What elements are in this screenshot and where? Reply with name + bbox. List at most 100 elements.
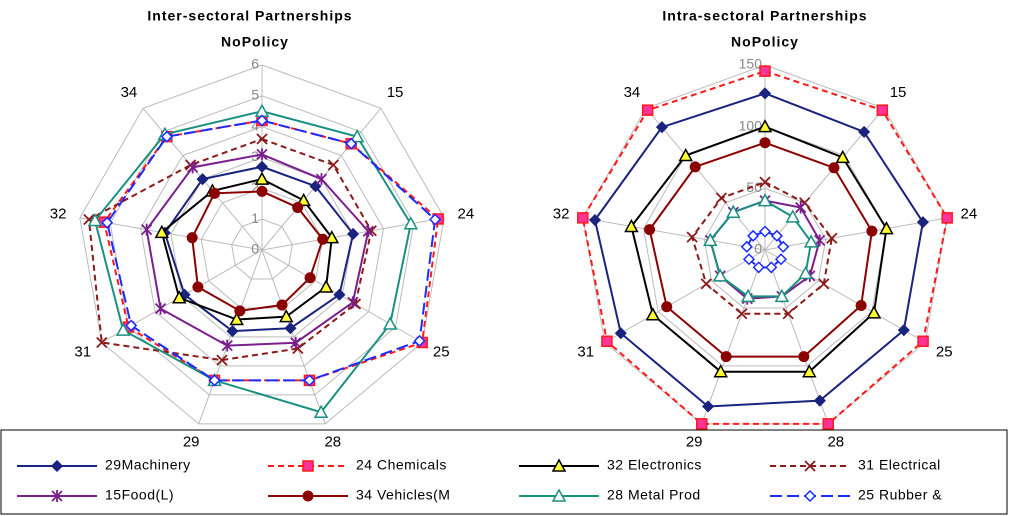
marker [770, 229, 783, 242]
marker [349, 129, 365, 143]
y-tick-label: 50 [746, 179, 762, 195]
marker [826, 232, 838, 244]
y-tick-label: 0 [251, 241, 259, 257]
legend-box [0, 429, 1008, 515]
marker [601, 335, 613, 348]
marker [588, 213, 602, 227]
legend-marker [51, 490, 63, 502]
marker [835, 149, 850, 164]
marker [757, 119, 773, 133]
marker [813, 394, 826, 407]
marker [101, 216, 114, 229]
y-tick-label: 150 [739, 56, 763, 72]
marker [897, 324, 910, 337]
marker [256, 133, 268, 145]
series-line [745, 230, 785, 269]
marker [333, 288, 346, 301]
marker [747, 229, 760, 242]
marker [703, 232, 718, 247]
spoke [764, 249, 829, 425]
y-tick-label: 4 [251, 117, 259, 133]
category-label: 28 [324, 434, 341, 451]
marker [115, 322, 131, 336]
marker [327, 159, 339, 171]
marker [866, 305, 882, 319]
marker [317, 233, 329, 245]
marker [774, 253, 788, 266]
marker [347, 296, 359, 309]
legend-label: 15Food(L) [105, 487, 174, 503]
series-line [160, 178, 333, 321]
marker [290, 336, 302, 349]
marker [192, 281, 204, 293]
series-line [648, 141, 873, 358]
legend-marker [803, 489, 817, 503]
category-label: 25 [936, 343, 953, 360]
marker [256, 148, 268, 161]
grid-ring [170, 156, 354, 338]
y-tick-label: 6 [251, 56, 259, 72]
category-label: 34 [121, 84, 138, 101]
marker [726, 204, 741, 218]
marker [855, 300, 867, 311]
marker [879, 221, 894, 235]
marker [254, 171, 270, 185]
marker [362, 225, 374, 238]
marker [315, 173, 328, 186]
spoke [764, 249, 926, 343]
marker [216, 354, 228, 366]
y-tick-label: 0 [754, 241, 762, 257]
marker [758, 225, 772, 238]
series-line [191, 190, 324, 312]
marker [822, 418, 835, 430]
marker [125, 319, 138, 332]
chart-subtitle: NoPolicy [731, 34, 799, 50]
chart-subtitle: NoPolicy [221, 34, 289, 50]
category-label: 29 [686, 434, 703, 451]
marker [313, 404, 329, 419]
marker [759, 65, 771, 77]
spoke [645, 107, 766, 251]
marker [154, 302, 167, 315]
marker [324, 230, 340, 244]
grid-ring [79, 64, 445, 425]
series-line [163, 165, 355, 333]
marker [758, 87, 772, 100]
legend-marker [551, 488, 567, 502]
series-line [709, 199, 813, 298]
marker [284, 322, 297, 335]
marker [795, 201, 807, 214]
marker [577, 212, 589, 224]
marker [828, 162, 840, 174]
series-line [581, 70, 949, 425]
marker [661, 301, 673, 313]
marker [318, 279, 334, 293]
marker [171, 290, 187, 304]
series-line [145, 153, 370, 347]
marker [916, 216, 929, 229]
marker [740, 240, 753, 253]
marker [304, 272, 316, 284]
marker [695, 418, 708, 430]
chart-title: Intra-sectoral Partnerships [662, 8, 867, 24]
marker [403, 216, 419, 230]
marker [818, 278, 830, 290]
marker [742, 253, 756, 266]
legend-label: 25 Rubber & [858, 487, 942, 503]
marker [740, 288, 756, 303]
marker [296, 192, 311, 207]
category-label: 29 [183, 434, 200, 451]
marker [759, 137, 771, 149]
y-tick-label: 5 [251, 87, 259, 103]
marker [759, 176, 771, 188]
legend-label: 31 Electrical [858, 457, 941, 473]
category-label: 31 [74, 343, 91, 360]
category-label: 15 [890, 84, 907, 101]
marker [234, 305, 246, 317]
marker [347, 227, 360, 240]
marker [686, 231, 698, 243]
grid-ring [140, 126, 384, 367]
marker [196, 173, 209, 186]
legend-label: 28 Metal Prod [607, 487, 701, 503]
marker [255, 114, 269, 127]
